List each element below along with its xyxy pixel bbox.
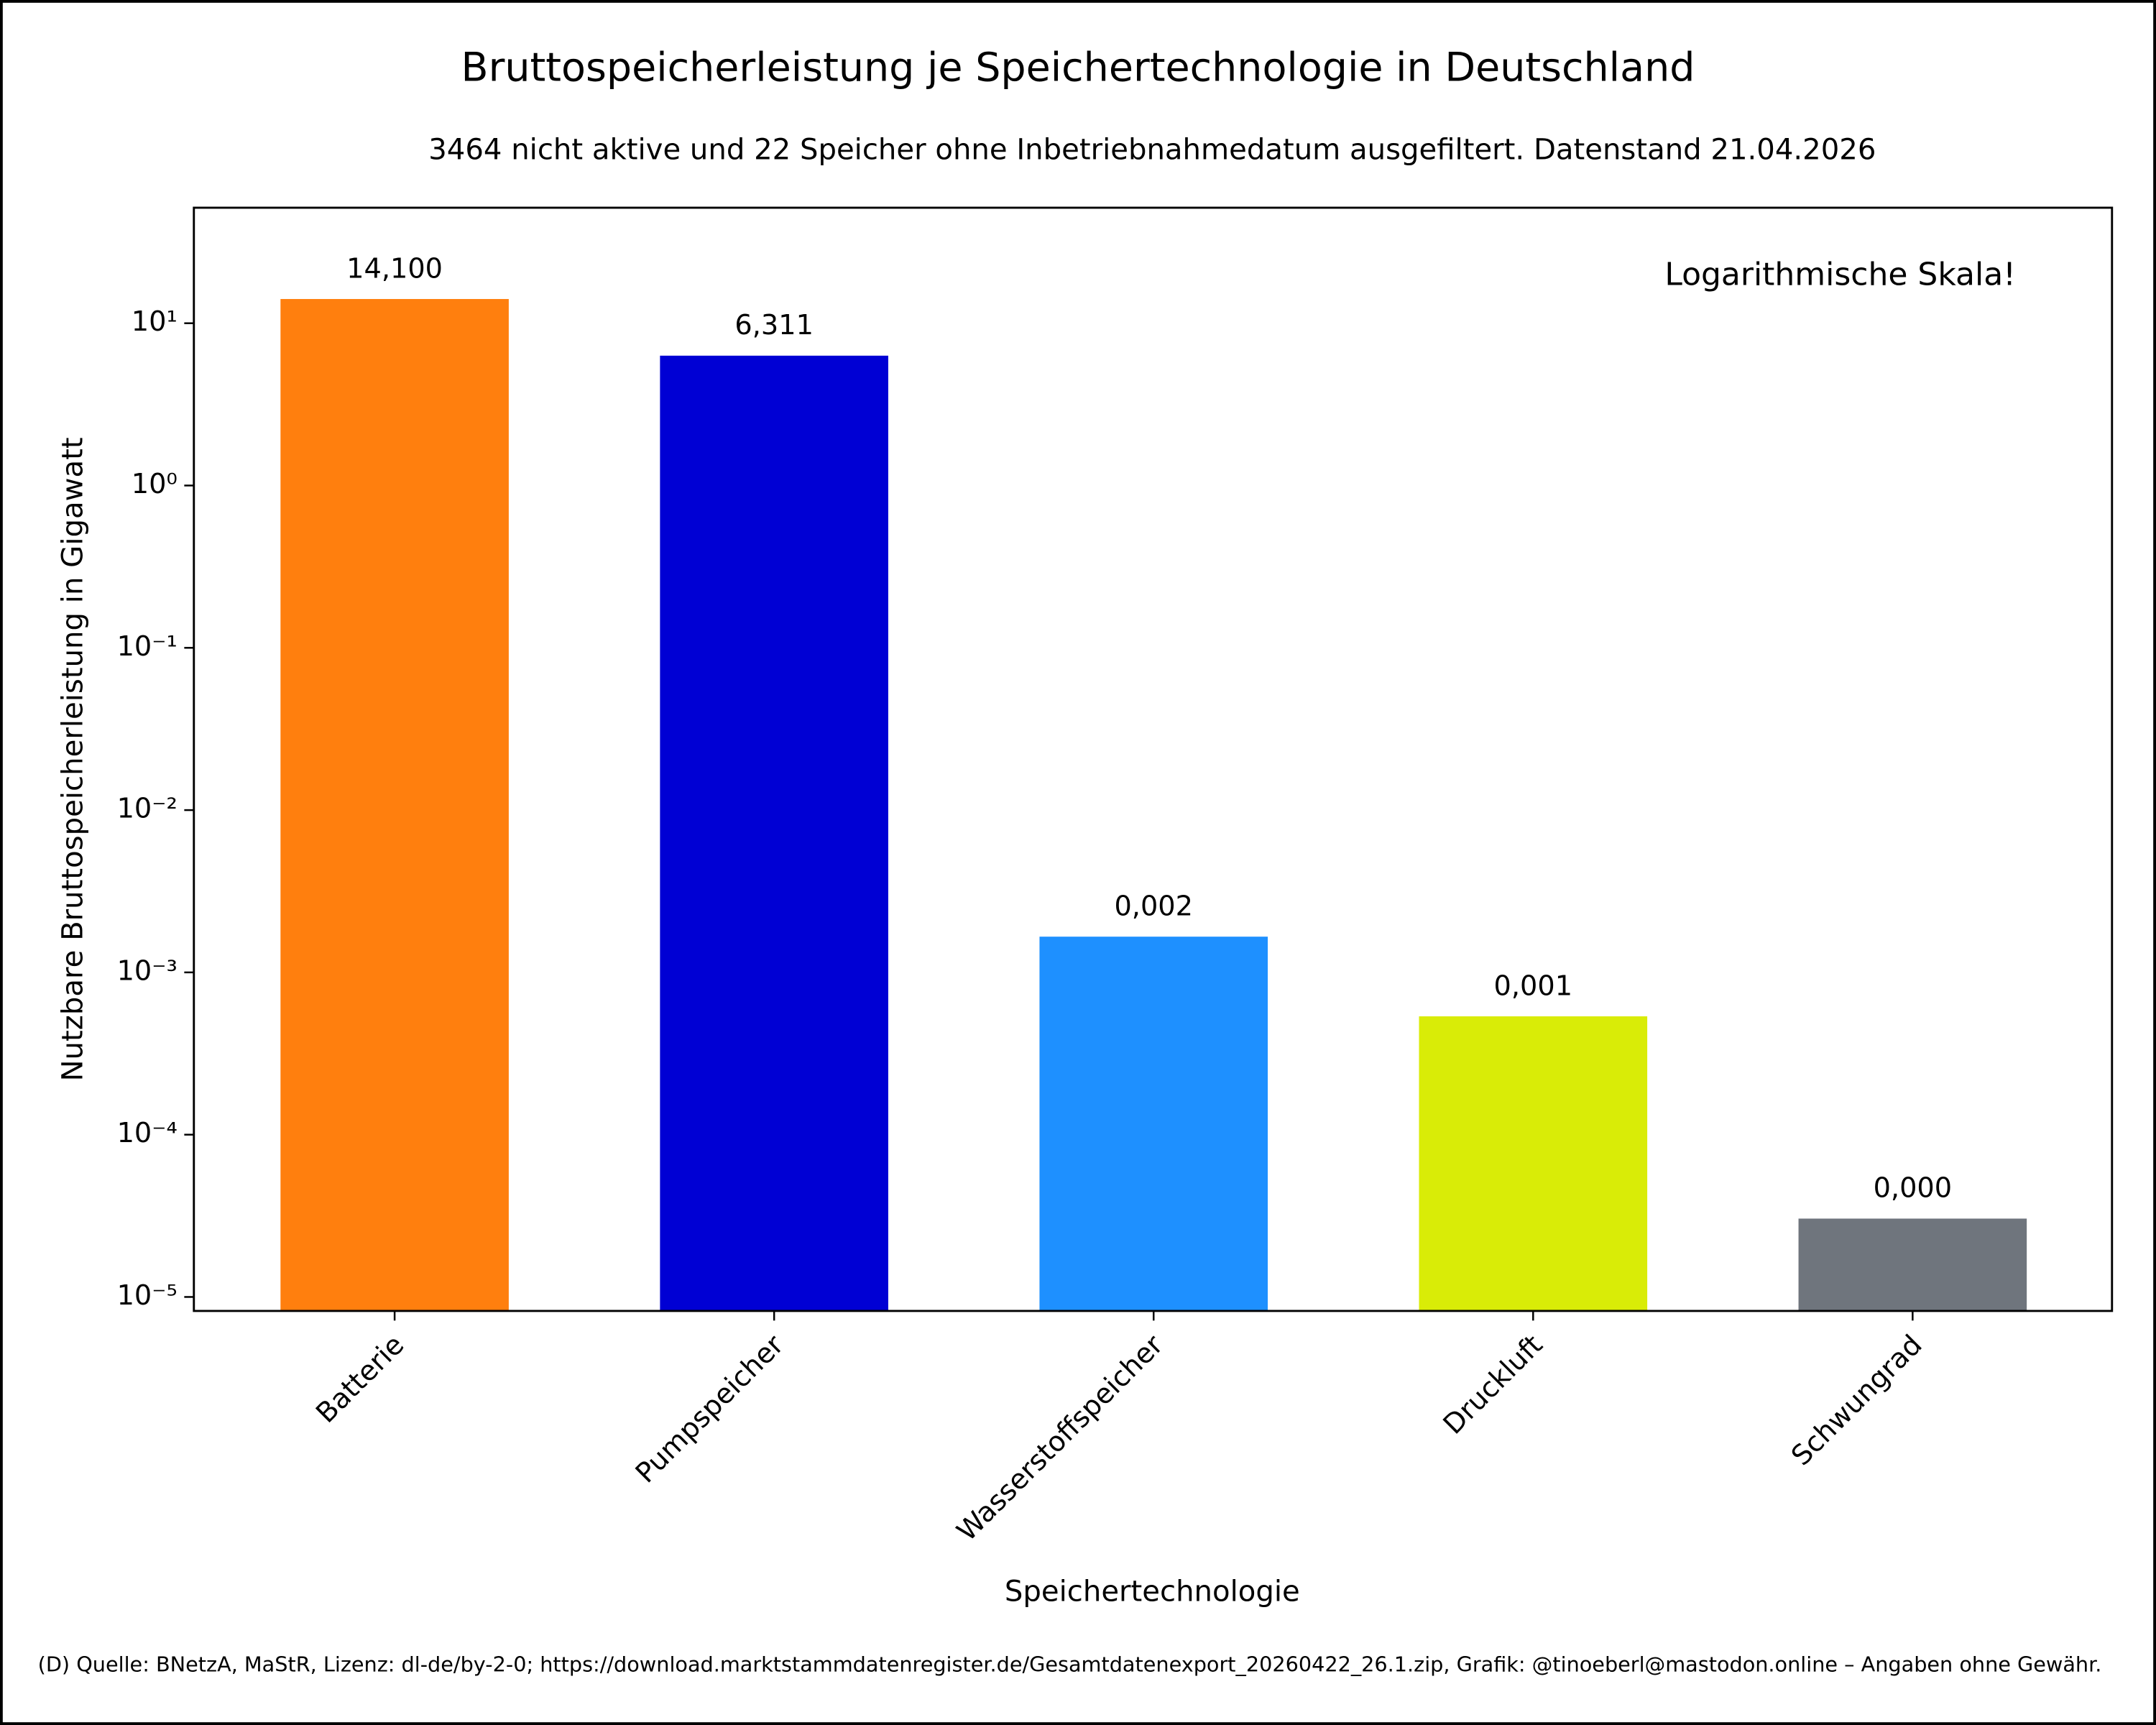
y-tick-label: 10⁻⁵: [117, 1279, 178, 1312]
value-label: 0,002: [1114, 890, 1193, 922]
y-tick-label: 10⁻¹: [117, 630, 178, 663]
bar: [1419, 1016, 1648, 1311]
bar: [1798, 1218, 2027, 1311]
bar: [1039, 937, 1268, 1311]
value-label: 0,001: [1494, 970, 1573, 1002]
y-tick-label: 10⁻⁴: [117, 1117, 178, 1149]
value-label: 14,100: [346, 252, 443, 285]
x-axis-label: Speichertechnologie: [1005, 1575, 1300, 1608]
y-tick-label: 10⁻³: [117, 954, 178, 987]
chart-subtitle: 3464 nicht aktive und 22 Speicher ohne I…: [428, 134, 1876, 167]
plot-frame: [193, 206, 2114, 1312]
value-label: 0,000: [1874, 1172, 1953, 1205]
y-tick-label: 10⁰: [132, 468, 178, 500]
bar: [660, 355, 888, 1311]
value-label: 6,311: [734, 309, 814, 341]
y-axis-label: Nutzbare Bruttospeicherleistung in Gigaw…: [56, 437, 89, 1081]
source-note: (D) Quelle: BNetzA, MaStR, Lizenz: dl-de…: [38, 1652, 2102, 1677]
y-tick-label: 10¹: [132, 305, 178, 338]
chart-title: Bruttospeicherleistung je Speichertechno…: [461, 45, 1695, 91]
annotation: Logarithmische Skala!: [1664, 257, 2016, 293]
y-tick-label: 10⁻²: [117, 793, 178, 825]
bar: [280, 299, 509, 1311]
